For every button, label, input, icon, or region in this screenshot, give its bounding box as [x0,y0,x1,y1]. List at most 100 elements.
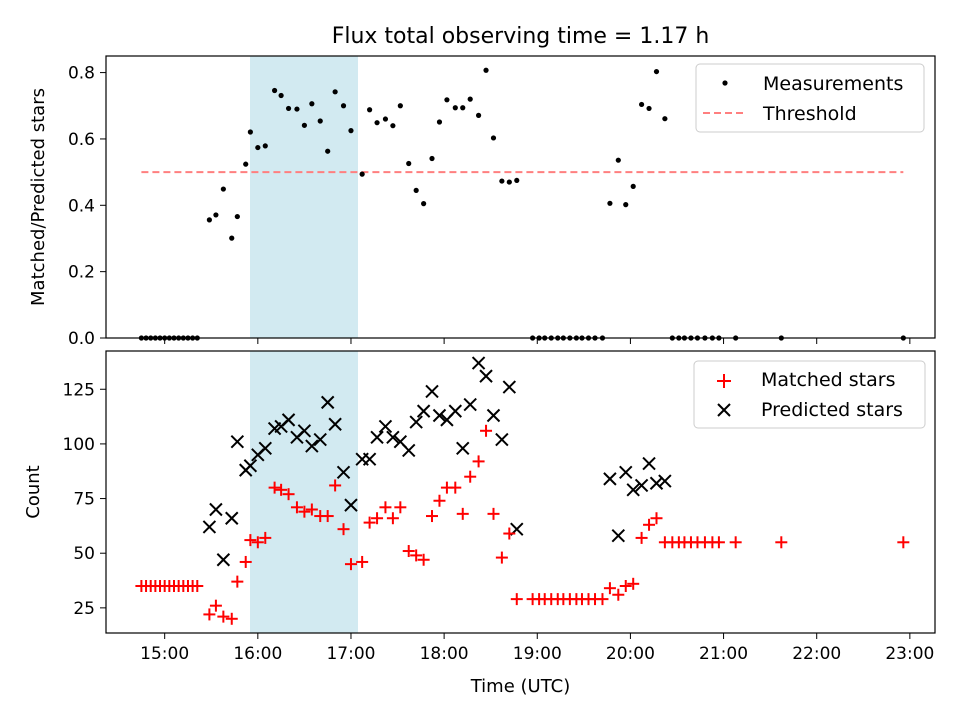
matched-star-point [217,610,230,623]
measurement-point [506,179,512,185]
predicted-star-point [216,553,231,567]
predicted-star-point [432,408,447,423]
y-tick-label: 0.2 [68,263,95,283]
x-tick-label: 20:00 [606,644,655,664]
top-legend-box [695,63,925,133]
matched-star-point [897,536,910,549]
measurement-point [615,157,621,163]
y-tick-label: 0.8 [68,64,95,84]
measurement-point [301,122,308,128]
measurement-point [514,177,520,184]
bottom-panel: 25 50 75 100 125 15:00 16:00 17:00 18:00 19:00 20… [23,350,936,697]
matched-star-point [410,549,423,562]
bottom-marks [135,356,910,625]
matched-star-point [244,534,257,547]
x-tick-label: 17:00 [326,644,375,664]
matched-star-point [275,483,288,496]
x-tick-label: 18:00 [420,644,469,664]
matched-star-point [363,516,376,529]
measurement-point [646,105,652,112]
measurement-point [340,103,347,109]
measurement-point [262,143,268,149]
y-tick-label: 0.0 [68,329,95,349]
measurement-point [467,96,473,102]
predicted-star-point [479,369,493,383]
measurement-point [406,160,412,167]
y-tick-label: 0.4 [68,196,95,216]
predicted-star-point [463,397,477,412]
predicted-star-point [230,435,245,449]
matched-star-point [775,536,788,549]
measurement-point [475,112,482,118]
matched-star-point [356,555,369,568]
predicted-star-point [281,413,296,427]
matched-star-point [321,510,334,523]
measurement-point [206,217,212,223]
measurement-point [234,213,240,220]
measurement-point [390,123,396,129]
predicted-star-point [305,439,319,453]
x-tick-label: 22:00 [792,644,841,664]
x-tick-label: 16:00 [233,644,282,664]
matched-star-point [379,501,392,514]
matched-star-point [635,531,648,544]
top-x-ticks [164,338,911,344]
measurement-point [294,106,300,112]
matched-star-point [487,507,500,520]
measurement-point [421,201,427,207]
y-tick-label: 25 [73,599,95,619]
predicted-star-point [456,441,470,455]
bottom-x-ticks: 15:00 16:00 17:00 18:00 19:00 20:00 21:00 22:00… [140,633,934,664]
matched-star-point [643,518,656,531]
predicted-star-point [642,456,656,471]
top-legend: Measurements Threshold [695,63,925,133]
measurement-point [278,92,284,99]
predicted-star-point [611,529,626,543]
measurement-point [630,183,636,189]
predicted-star-point [209,502,223,517]
bottom-shade-region [250,351,358,633]
predicted-star-point [370,430,384,445]
measurement-point [285,105,292,112]
matched-star-point [510,593,523,606]
matched-star-point [433,494,446,507]
measurement-point [317,118,323,124]
measurement-point [483,67,489,73]
predicted-star-point [603,472,617,486]
matched-star-point [251,536,264,549]
y-tick-label: 0.6 [68,130,95,150]
top-shade-region [250,56,358,338]
y-tick-label: 50 [73,544,95,564]
matched-star-point [259,531,272,544]
predicted-star-point [471,356,486,370]
measurement-point [436,119,443,125]
matched-star-point [464,470,477,483]
matched-star-point [386,512,399,525]
top-panel: 0.00.20.40.60.8 Matched/Predicted stars … [28,55,936,349]
measurement-point [359,171,365,177]
x-tick-label: 23:00 [885,644,934,664]
x-axis-label: Time (UTC) [470,676,571,697]
matched-star-point [290,501,303,514]
measurement-point [653,68,660,75]
legend-measurements-label: Measurements [763,73,903,95]
matched-star-point [712,536,725,549]
measurement-point [309,101,315,107]
y-tick-label: 125 [63,380,95,400]
predicted-star-point [313,432,327,447]
matched-star-point [402,545,415,558]
matched-star-point [225,612,238,625]
predicted-star-point [502,380,517,394]
measurement-point [397,103,403,109]
matched-star-point [344,558,357,571]
predicted-star-point [416,404,431,418]
measurement-point [325,148,331,154]
measurement-point [220,186,226,192]
measurement-point [367,107,373,113]
predicted-star-point [626,483,640,497]
bottom-axes-frame [105,350,936,634]
matched-star-point [603,582,616,595]
matched-star-point [503,527,516,540]
matched-star-point [729,536,742,549]
measurement-point [213,212,219,218]
